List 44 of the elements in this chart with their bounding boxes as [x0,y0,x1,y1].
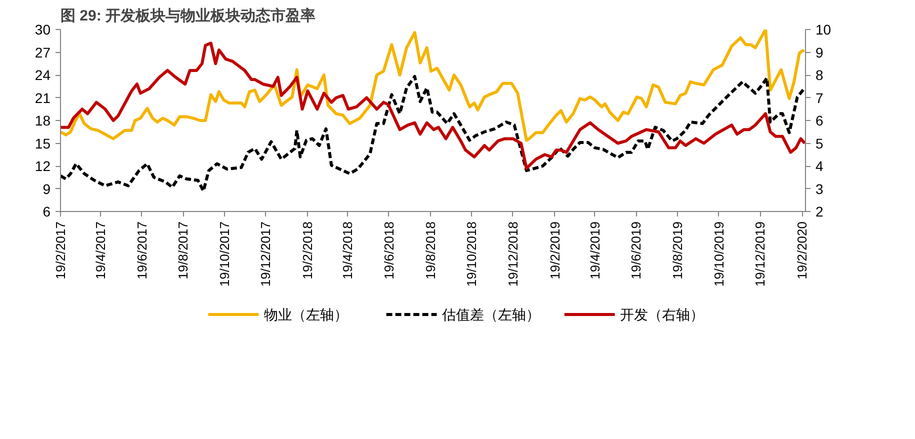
line-series [60,42,806,170]
y2-tick-label: 6 [816,112,824,128]
legend-label: 物业（左轴） [264,306,348,322]
y-tick-label: 21 [34,90,51,106]
x-tick-label: 19/4/2018 [340,221,356,280]
y-tick-label: 6 [42,204,51,220]
y2-tick-label: 9 [816,44,824,60]
y-tick-label: 24 [34,67,51,83]
x-tick-label: 19/12/2019 [752,221,768,287]
legend-label: 开发（右轴） [620,306,704,322]
x-tick-label: 19/4/2017 [92,221,108,280]
x-tick-label: 19/12/2017 [258,221,274,287]
x-tick-label: 19/4/2019 [587,221,602,280]
x-tick-label: 19/2/2019 [547,221,562,280]
x-tick-label: 19/6/2018 [381,221,396,280]
y-tick-label: 18 [34,112,51,128]
x-tick-label: 19/2/2018 [300,221,316,280]
x-tick-label: 19/8/2017 [176,221,191,280]
y2-tick-label: 4 [816,158,824,174]
x-tick-label: 19/2/2020 [794,221,810,280]
x-tick-label: 19/8/2018 [422,221,438,280]
x-tick-label: 19/10/2019 [711,221,726,287]
x-tick-label: 19/10/2017 [216,221,232,287]
chart-title: 图 29: 开发板块与物业板块动态市盈率 [60,6,316,24]
y-tick-label: 9 [42,180,51,197]
x-tick-label: 19/6/2019 [628,221,644,280]
x-tick-label: 19/12/2018 [505,221,520,287]
line-series [60,30,806,142]
y-tick-label: 15 [34,135,51,152]
line-series [60,75,806,193]
x-tick-label: 19/2/2017 [53,221,68,280]
x-tick-label: 19/6/2017 [134,221,150,280]
y2-tick-label: 10 [816,22,832,38]
legend-label: 估值差（左轴） [440,306,540,322]
y2-tick-label: 7 [816,90,824,106]
y2-tick-label: 8 [816,67,824,83]
y2-tick-label: 3 [816,180,824,197]
y-tick-label: 30 [34,22,51,38]
y-tick-label: 12 [34,158,51,174]
x-tick-label: 19/8/2019 [670,221,685,280]
y-tick-label: 27 [34,44,51,60]
x-tick-label: 19/10/2018 [464,221,480,287]
y2-tick-label: 2 [816,204,824,220]
y2-tick-label: 5 [816,135,824,152]
